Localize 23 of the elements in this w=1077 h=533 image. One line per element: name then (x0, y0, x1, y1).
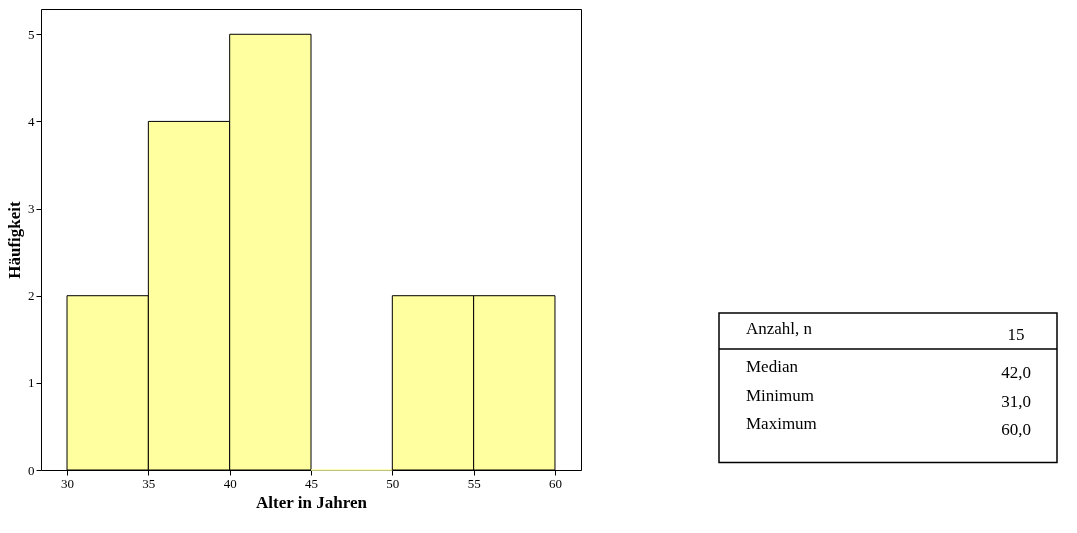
text: 42,0 (1001, 363, 1031, 382)
y-axis-title: Häufigkeit (5, 200, 24, 279)
x-tick-label: 30 (61, 475, 75, 491)
y-tick-label: 1 (28, 375, 35, 391)
x-tick-label: 60 (548, 475, 562, 491)
y-tick-label: 4 (28, 113, 35, 129)
x-tick-label: 40 (223, 475, 237, 491)
x-tick-label: 55 (467, 475, 481, 491)
y-tick-label: 0 (28, 462, 35, 478)
y-tick-label: 3 (28, 201, 35, 217)
x-tick-label: 45 (305, 475, 318, 491)
text: Maximum (746, 414, 817, 433)
text: Anzahl, n (746, 319, 813, 338)
text: 60,0 (1001, 420, 1031, 439)
text: 15 (1007, 325, 1025, 344)
text: Minimum (746, 385, 815, 405)
x-axis-title: Alter in Jahren (256, 492, 368, 512)
text: Median (746, 357, 799, 376)
x-tick-label: 35 (142, 475, 156, 491)
text: 31,0 (1001, 391, 1031, 411)
y-tick-label: 2 (28, 288, 35, 304)
x-tick-label: 50 (386, 475, 400, 491)
y-tick-label: 5 (28, 26, 35, 42)
